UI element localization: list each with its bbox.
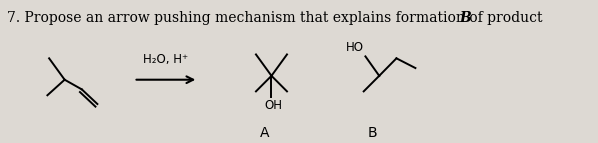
Text: B: B	[459, 11, 471, 25]
Text: HO: HO	[346, 41, 364, 54]
Text: A: A	[260, 126, 269, 140]
Text: OH: OH	[264, 99, 282, 112]
Text: H₂O, H⁺: H₂O, H⁺	[143, 53, 188, 66]
Text: 7. Propose an arrow pushing mechanism that explains formation of product: 7. Propose an arrow pushing mechanism th…	[7, 11, 547, 25]
Text: B: B	[368, 126, 377, 140]
